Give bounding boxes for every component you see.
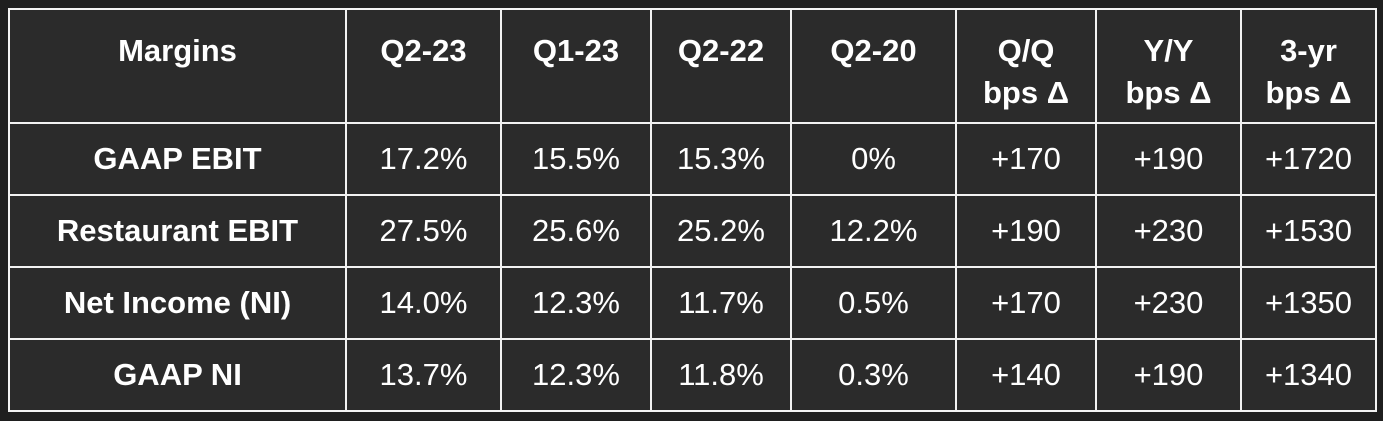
table-cell: 27.5% <box>345 194 502 268</box>
table-cell: +190 <box>1095 338 1242 412</box>
table-cell: +1340 <box>1240 338 1377 412</box>
header-cell: Q/Q bps Δ <box>955 8 1097 124</box>
table-cell: 0% <box>790 122 957 196</box>
table-cell: +1720 <box>1240 122 1377 196</box>
table-row: GAAP EBIT 17.2% 15.5% 15.3% 0% +170 +190 +1720 <box>8 122 1377 196</box>
table-cell: +190 <box>1095 122 1242 196</box>
table-cell: +230 <box>1095 266 1242 340</box>
table-cell: +170 <box>955 266 1097 340</box>
header-cell: Margins <box>8 8 347 124</box>
header-cell: Q2-23 <box>345 8 502 124</box>
table-row: GAAP NI 13.7% 12.3% 11.8% 0.3% +140 +190 +1340 <box>8 338 1377 412</box>
table-cell: +230 <box>1095 194 1242 268</box>
table-cell: 11.8% <box>650 338 792 412</box>
table-cell: 12.3% <box>500 338 652 412</box>
table-cell: +1350 <box>1240 266 1377 340</box>
table-cell: +1530 <box>1240 194 1377 268</box>
table-cell: 13.7% <box>345 338 502 412</box>
margins-table: Margins Q2-23 Q1-23 Q2-22 Q2-20 Q/Q bps Δ Y/Y … <box>8 8 1377 412</box>
table-body: GAAP EBIT 17.2% 15.5% 15.3% 0% +170 +190 +1720 R… <box>8 122 1377 412</box>
table-cell: 12.2% <box>790 194 957 268</box>
header-cell: Q2-22 <box>650 8 792 124</box>
header-cell: Y/Y bps Δ <box>1095 8 1242 124</box>
header-cell: Q1-23 <box>500 8 652 124</box>
table-cell: 25.2% <box>650 194 792 268</box>
table-row: Restaurant EBIT 27.5% 25.6% 25.2% 12.2% +190 +… <box>8 194 1377 268</box>
row-label: Net Income (NI) <box>8 266 347 340</box>
table-row: Net Income (NI) 14.0% 12.3% 11.7% 0.5% +170 +2… <box>8 266 1377 340</box>
header-cell: Q2-20 <box>790 8 957 124</box>
table-cell: 11.7% <box>650 266 792 340</box>
table-cell: 15.5% <box>500 122 652 196</box>
header-row: Margins Q2-23 Q1-23 Q2-22 Q2-20 Q/Q bps Δ Y/Y … <box>8 8 1377 124</box>
table-cell: 14.0% <box>345 266 502 340</box>
table-cell: +140 <box>955 338 1097 412</box>
table-cell: 0.3% <box>790 338 957 412</box>
table-cell: 12.3% <box>500 266 652 340</box>
row-label: GAAP NI <box>8 338 347 412</box>
table-cell: 15.3% <box>650 122 792 196</box>
table-cell: +170 <box>955 122 1097 196</box>
row-label: Restaurant EBIT <box>8 194 347 268</box>
row-label: GAAP EBIT <box>8 122 347 196</box>
header-cell: 3-yr bps Δ <box>1240 8 1377 124</box>
table-cell: +190 <box>955 194 1097 268</box>
table-cell: 17.2% <box>345 122 502 196</box>
table-cell: 25.6% <box>500 194 652 268</box>
table-cell: 0.5% <box>790 266 957 340</box>
